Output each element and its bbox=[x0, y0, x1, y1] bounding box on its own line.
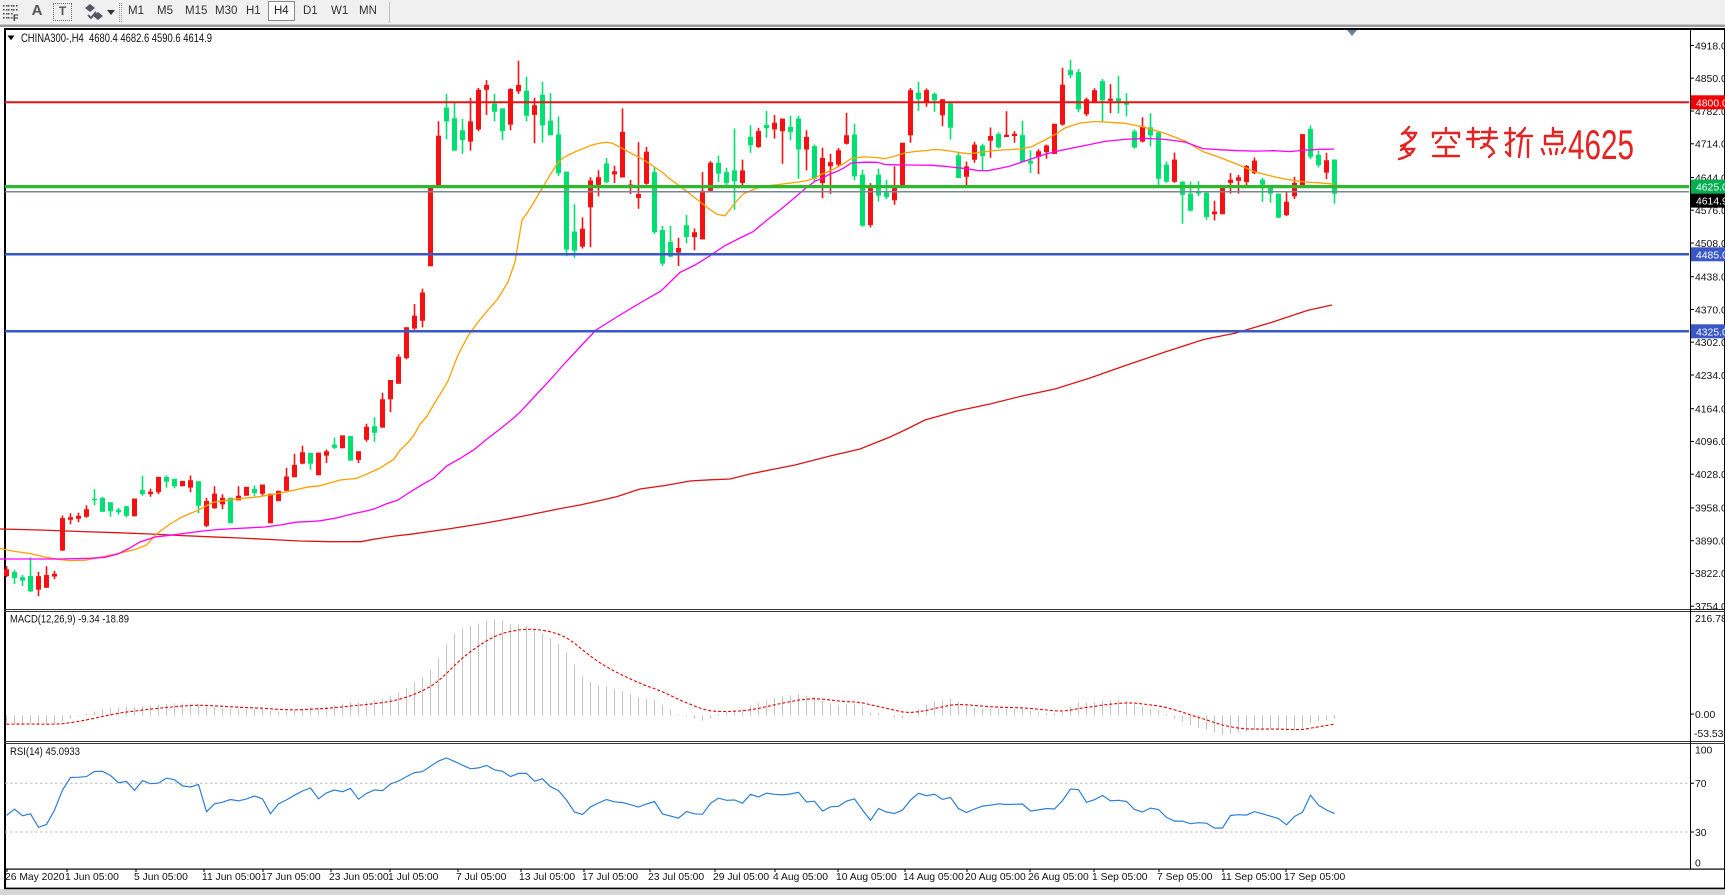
svg-text:3890.0: 3890.0 bbox=[1695, 537, 1725, 548]
svg-text:23 Jul 05:00: 23 Jul 05:00 bbox=[648, 872, 704, 883]
svg-text:17 Jul 05:00: 17 Jul 05:00 bbox=[582, 872, 638, 883]
svg-text:4644.0: 4644.0 bbox=[1695, 173, 1725, 184]
svg-text:26 Aug 05:00: 26 Aug 05:00 bbox=[1028, 872, 1089, 883]
svg-text:11 Jun 05:00: 11 Jun 05:00 bbox=[202, 872, 261, 883]
svg-text:4485.0: 4485.0 bbox=[1696, 250, 1725, 261]
svg-text:RSI(14) 45.0933: RSI(14) 45.0933 bbox=[10, 746, 80, 758]
svg-text:MACD(12,26,9) -9.34 -18.89: MACD(12,26,9) -9.34 -18.89 bbox=[10, 614, 129, 626]
svg-text:23 Jun 05:00: 23 Jun 05:00 bbox=[329, 872, 389, 883]
svg-text:F: F bbox=[13, 13, 19, 21]
svg-text:4614.9: 4614.9 bbox=[1696, 197, 1725, 208]
svg-text:13 Jul 05:00: 13 Jul 05:00 bbox=[519, 872, 575, 883]
svg-text:4325.0: 4325.0 bbox=[1696, 327, 1725, 338]
svg-text:4782.0: 4782.0 bbox=[1695, 107, 1725, 118]
svg-text:4 Aug 05:00: 4 Aug 05:00 bbox=[773, 872, 828, 883]
svg-text:11 Sep 05:00: 11 Sep 05:00 bbox=[1221, 872, 1282, 883]
svg-text:4028.0: 4028.0 bbox=[1695, 470, 1725, 481]
svg-text:4714.0: 4714.0 bbox=[1695, 140, 1725, 151]
svg-text:1 Jun 05:00: 1 Jun 05:00 bbox=[65, 872, 119, 883]
svg-text:20 Aug 05:00: 20 Aug 05:00 bbox=[965, 872, 1026, 883]
svg-text:4625.0: 4625.0 bbox=[1696, 183, 1725, 194]
svg-text:7 Sep 05:00: 7 Sep 05:00 bbox=[1157, 872, 1213, 883]
svg-text:70: 70 bbox=[1695, 779, 1707, 790]
svg-text:10 Aug 05:00: 10 Aug 05:00 bbox=[836, 872, 897, 883]
svg-text:3958.0: 3958.0 bbox=[1695, 504, 1725, 515]
svg-text:1 Jul 05:00: 1 Jul 05:00 bbox=[388, 872, 439, 883]
svg-text:4370.0: 4370.0 bbox=[1695, 305, 1725, 316]
svg-text:17 Sep 05:00: 17 Sep 05:00 bbox=[1284, 872, 1346, 883]
svg-text:CHINA300-,H4 4680.4 4682.6 45: CHINA300-,H4 4680.4 4682.6 4590.6 4614.9 bbox=[21, 31, 212, 45]
svg-text:4164.0: 4164.0 bbox=[1695, 405, 1725, 416]
svg-text:26 May 2020: 26 May 2020 bbox=[5, 872, 65, 883]
svg-text:30: 30 bbox=[1695, 828, 1707, 839]
svg-text:4508.0: 4508.0 bbox=[1695, 239, 1725, 250]
svg-text:216.78: 216.78 bbox=[1695, 614, 1725, 625]
svg-text:4625: 4625 bbox=[1568, 121, 1634, 168]
svg-text:14 Aug 05:00: 14 Aug 05:00 bbox=[903, 872, 964, 883]
svg-text:3822.0: 3822.0 bbox=[1695, 569, 1725, 580]
svg-text:4302.0: 4302.0 bbox=[1695, 338, 1725, 349]
svg-text:4918.0: 4918.0 bbox=[1695, 41, 1725, 52]
svg-text:29 Jul 05:00: 29 Jul 05:00 bbox=[713, 872, 769, 883]
svg-text:4576.0: 4576.0 bbox=[1695, 206, 1725, 217]
svg-text:0.00: 0.00 bbox=[1695, 710, 1715, 721]
svg-text:-53.53: -53.53 bbox=[1694, 729, 1724, 740]
svg-text:4234.0: 4234.0 bbox=[1695, 371, 1725, 382]
svg-text:4096.0: 4096.0 bbox=[1695, 437, 1725, 448]
svg-text:1 Sep 05:00: 1 Sep 05:00 bbox=[1092, 872, 1148, 883]
svg-text:4800.0: 4800.0 bbox=[1696, 98, 1725, 109]
svg-text:0: 0 bbox=[1695, 859, 1701, 870]
svg-text:5 Jun 05:00: 5 Jun 05:00 bbox=[134, 872, 188, 883]
svg-text:3754.0: 3754.0 bbox=[1695, 602, 1725, 613]
svg-text:17 Jun 05:00: 17 Jun 05:00 bbox=[261, 872, 321, 883]
svg-text:100: 100 bbox=[1695, 746, 1713, 757]
svg-text:7 Jul 05:00: 7 Jul 05:00 bbox=[456, 872, 507, 883]
svg-text:4850.0: 4850.0 bbox=[1695, 74, 1725, 85]
svg-text:4438.0: 4438.0 bbox=[1695, 273, 1725, 284]
